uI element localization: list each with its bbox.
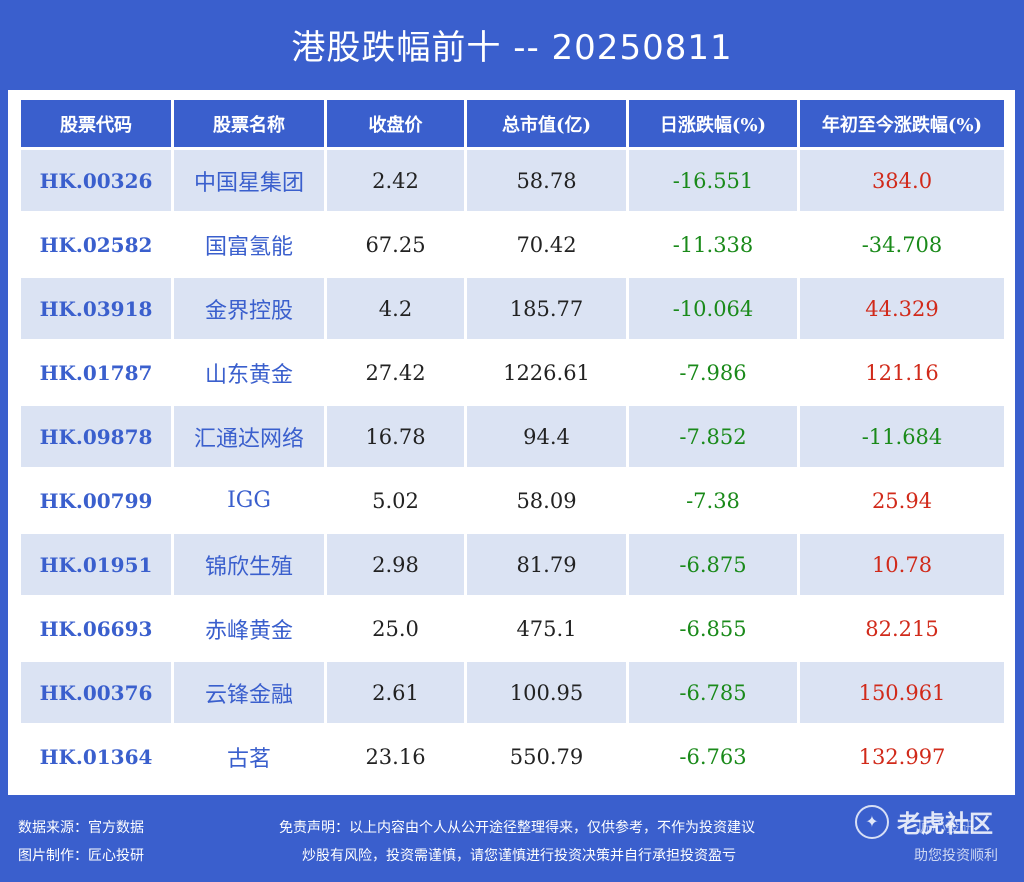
- cell-ytd-change: 121.16: [800, 342, 1004, 403]
- cell-close: 2.98: [327, 534, 464, 595]
- cell-market-cap: 550.79: [467, 726, 626, 787]
- header-market-cap: 总市值(亿): [467, 100, 626, 147]
- cell-day-change: -7.38: [629, 470, 797, 531]
- cell-market-cap: 58.09: [467, 470, 626, 531]
- cell-code: HK.00799: [21, 470, 171, 531]
- cell-close: 16.78: [327, 406, 464, 467]
- cell-name: 云锋金融: [174, 662, 324, 723]
- cell-code: HK.03918: [21, 278, 171, 339]
- cell-code: HK.09878: [21, 406, 171, 467]
- cell-code: HK.01787: [21, 342, 171, 403]
- cell-ytd-change: 132.997: [800, 726, 1004, 787]
- footer-maker: 图片制作：匠心投研: [18, 848, 144, 864]
- table-row: HK.00376 云锋金融 2.61 100.95 -6.785 150.961: [21, 662, 1004, 723]
- cell-close: 5.02: [327, 470, 464, 531]
- cell-market-cap: 1226.61: [467, 342, 626, 403]
- footer-disclaimer-line2: 炒股有风险，投资需谨慎，请您谨慎进行投资决策并自行承担投资盈亏: [302, 848, 736, 864]
- cell-code: HK.01364: [21, 726, 171, 787]
- table-row: HK.00799 IGG 5.02 58.09 -7.38 25.94: [21, 470, 1004, 531]
- cell-code: HK.02582: [21, 214, 171, 275]
- cell-name: 国富氢能: [174, 214, 324, 275]
- cell-day-change: -10.064: [629, 278, 797, 339]
- cell-market-cap: 100.95: [467, 662, 626, 723]
- table-row: HK.06693 赤峰黄金 25.0 475.1 -6.855 82.215: [21, 598, 1004, 659]
- cell-day-change: -7.986: [629, 342, 797, 403]
- cell-ytd-change: 82.215: [800, 598, 1004, 659]
- header-close: 收盘价: [327, 100, 464, 147]
- cell-market-cap: 185.77: [467, 278, 626, 339]
- cell-close: 27.42: [327, 342, 464, 403]
- footer: 数据来源：官方数据 图片制作：匠心投研 免责声明：以上内容由个人从公开途径整理得…: [0, 800, 1024, 882]
- cell-name: 古茗: [174, 726, 324, 787]
- cell-market-cap: 81.79: [467, 534, 626, 595]
- watermark-line1: 匠心投研: [918, 820, 974, 836]
- tiger-logo-icon: ✦: [855, 804, 889, 839]
- cell-ytd-change: 10.78: [800, 534, 1004, 595]
- table-header-row: 股票代码 股票名称 收盘价 总市值(亿) 日涨跌幅(%) 年初至今涨跌幅(%): [21, 100, 1004, 147]
- cell-code: HK.01951: [21, 534, 171, 595]
- cell-day-change: -16.551: [629, 150, 797, 211]
- cell-market-cap: 70.42: [467, 214, 626, 275]
- cell-ytd-change: 150.961: [800, 662, 1004, 723]
- header-name: 股票名称: [174, 100, 324, 147]
- stock-table: 股票代码 股票名称 收盘价 总市值(亿) 日涨跌幅(%) 年初至今涨跌幅(%) …: [18, 97, 1007, 790]
- cell-day-change: -6.763: [629, 726, 797, 787]
- cell-day-change: -6.875: [629, 534, 797, 595]
- page-title: 港股跌幅前十 -- 20250811: [291, 27, 733, 68]
- watermark-logo: ✦ 老虎社区: [855, 804, 993, 839]
- cell-code: HK.06693: [21, 598, 171, 659]
- table-row: HK.02582 国富氢能 67.25 70.42 -11.338 -34.708: [21, 214, 1004, 275]
- cell-ytd-change: -34.708: [800, 214, 1004, 275]
- cell-market-cap: 475.1: [467, 598, 626, 659]
- cell-name: 山东黄金: [174, 342, 324, 403]
- cell-ytd-change: 44.329: [800, 278, 1004, 339]
- cell-name: 汇通达网络: [174, 406, 324, 467]
- cell-code: HK.00376: [21, 662, 171, 723]
- cell-close: 23.16: [327, 726, 464, 787]
- cell-market-cap: 58.78: [467, 150, 626, 211]
- cell-ytd-change: -11.684: [800, 406, 1004, 467]
- table-row: HK.09878 汇通达网络 16.78 94.4 -7.852 -11.684: [21, 406, 1004, 467]
- header-day-change: 日涨跌幅(%): [629, 100, 797, 147]
- cell-close: 4.2: [327, 278, 464, 339]
- cell-day-change: -11.338: [629, 214, 797, 275]
- footer-disclaimer-line1: 免责声明：以上内容由个人从公开途径整理得来，仅供参考，不作为投资建议: [279, 820, 755, 836]
- cell-code: HK.00326: [21, 150, 171, 211]
- cell-name: IGG: [174, 470, 324, 531]
- watermark-logo-text: 老虎社区: [897, 810, 993, 838]
- table-row: HK.00326 中国星集团 2.42 58.78 -16.551 384.0: [21, 150, 1004, 211]
- table-row: HK.01951 锦欣生殖 2.98 81.79 -6.875 10.78: [21, 534, 1004, 595]
- cell-market-cap: 94.4: [467, 406, 626, 467]
- cell-day-change: -7.852: [629, 406, 797, 467]
- cell-name: 中国星集团: [174, 150, 324, 211]
- footer-source: 数据来源：官方数据: [18, 820, 144, 836]
- cell-close: 25.0: [327, 598, 464, 659]
- cell-ytd-change: 384.0: [800, 150, 1004, 211]
- table-row: HK.01787 山东黄金 27.42 1226.61 -7.986 121.16: [21, 342, 1004, 403]
- cell-day-change: -6.855: [629, 598, 797, 659]
- cell-name: 金界控股: [174, 278, 324, 339]
- table-row: HK.03918 金界控股 4.2 185.77 -10.064 44.329: [21, 278, 1004, 339]
- cell-close: 2.61: [327, 662, 464, 723]
- header-code: 股票代码: [21, 100, 171, 147]
- cell-close: 67.25: [327, 214, 464, 275]
- table-row: HK.01364 古茗 23.16 550.79 -6.763 132.997: [21, 726, 1004, 787]
- cell-day-change: -6.785: [629, 662, 797, 723]
- cell-close: 2.42: [327, 150, 464, 211]
- header-ytd-change: 年初至今涨跌幅(%): [800, 100, 1004, 147]
- table-panel: 股票代码 股票名称 收盘价 总市值(亿) 日涨跌幅(%) 年初至今涨跌幅(%) …: [8, 90, 1015, 795]
- watermark-line2: 助您投资顺利: [914, 848, 998, 864]
- cell-ytd-change: 25.94: [800, 470, 1004, 531]
- cell-name: 锦欣生殖: [174, 534, 324, 595]
- cell-name: 赤峰黄金: [174, 598, 324, 659]
